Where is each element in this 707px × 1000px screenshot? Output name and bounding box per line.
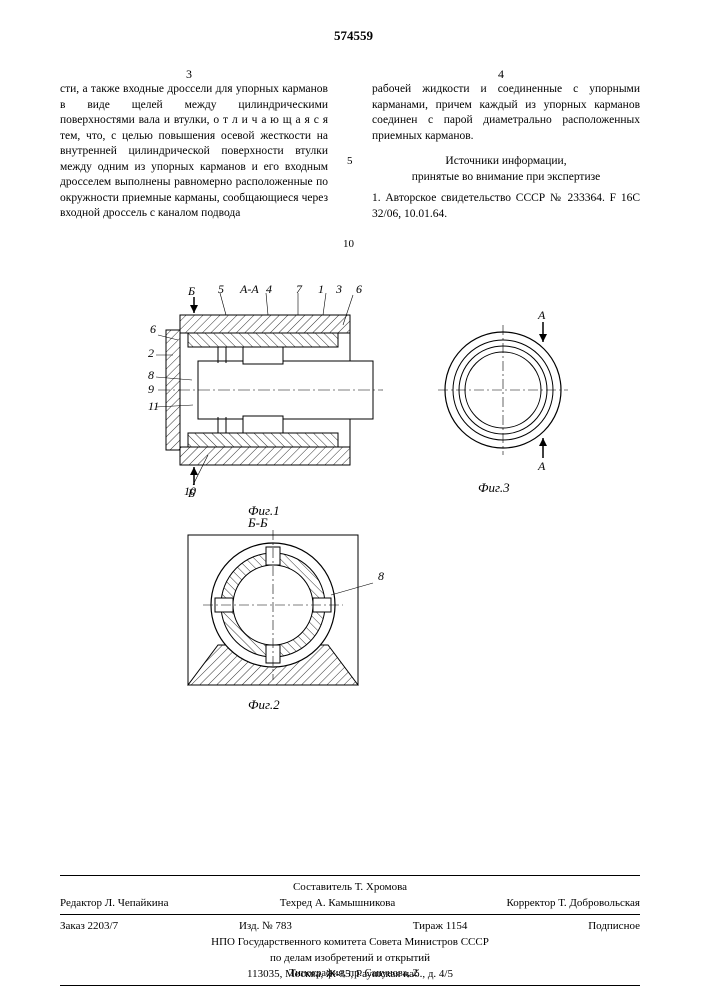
document-number: 574559 — [334, 28, 373, 44]
footer-compiler: Составитель Т. Хромова — [60, 879, 640, 895]
text-column-left: сти, а также входные дроссели для упорны… — [60, 82, 328, 222]
callout-6: 6 — [356, 285, 362, 296]
footer-order: Заказ 2203/7 — [60, 920, 118, 932]
footer-org2: по делам изобретений и открытий — [60, 950, 640, 966]
callout-8b: 8 — [378, 569, 384, 583]
footer-org1: НПО Государственного комитета Совета Мин… — [60, 934, 640, 950]
callout-7: 7 — [296, 285, 303, 296]
footer-tirazh: Тираж 1154 — [413, 920, 468, 932]
page-number-left: 3 — [186, 67, 192, 82]
sources-heading: Источники информации, принятые во вниман… — [372, 154, 640, 185]
callout-1: 1 — [318, 285, 324, 296]
footer-podpisnoe: Подписное — [588, 920, 640, 932]
typography-footer: Типография, пр. Сапунова, 2 — [0, 968, 707, 979]
section-marker-b-bottom: Б — [187, 486, 195, 500]
figure-2-label: Фиг.2 — [248, 697, 280, 713]
section-label-aa: А-А — [239, 285, 259, 296]
page-number-right: 4 — [498, 67, 504, 82]
callout-2: 2 — [148, 346, 154, 360]
technical-drawing: 5 А-А 4 7 1 3 6 6 2 8 9 11 10 Б Б A — [148, 285, 578, 715]
figure-1 — [156, 293, 383, 485]
callout-8: 8 — [148, 368, 154, 382]
section-marker-b-top: Б — [187, 285, 195, 298]
sources-heading-line2: принятые во внимание при экспертизе — [412, 171, 601, 183]
line-marker-10: 10 — [343, 238, 354, 250]
callout-9: 9 — [148, 382, 154, 396]
section-marker-a-top: A — [537, 308, 546, 322]
figure-2 — [188, 530, 373, 685]
right-paragraph-1: рабочей жидкости и соединенные с упорным… — [372, 82, 640, 144]
callout-4: 4 — [266, 285, 272, 296]
footer-editor: Редактор Л. Чепайкина — [60, 897, 168, 909]
callout-11: 11 — [148, 399, 159, 413]
figure-3 — [438, 322, 568, 458]
figures-container: 5 А-А 4 7 1 3 6 6 2 8 9 11 10 Б Б A — [148, 285, 578, 715]
callout-3: 3 — [335, 285, 342, 296]
sources-heading-line1: Источники информации, — [445, 155, 566, 167]
text-column-right: рабочей жидкости и соединенные с упорным… — [372, 82, 640, 222]
section-marker-a-bottom: A — [537, 459, 546, 473]
figure-1-label: Фиг.1 — [248, 503, 280, 519]
footer-techred: Техред А. Камышникова — [280, 897, 395, 909]
footer-izd: Изд. № 783 — [239, 920, 292, 932]
callout-5: 5 — [218, 285, 224, 296]
line-marker-5: 5 — [347, 155, 353, 167]
figure-3-label: Фиг.3 — [478, 480, 510, 496]
source-item-1: 1. Авторское свидетельство СССР № 233364… — [372, 191, 640, 222]
callout-6b: 6 — [150, 322, 156, 336]
footer-corrector: Корректор Т. Добровольская — [507, 897, 640, 909]
